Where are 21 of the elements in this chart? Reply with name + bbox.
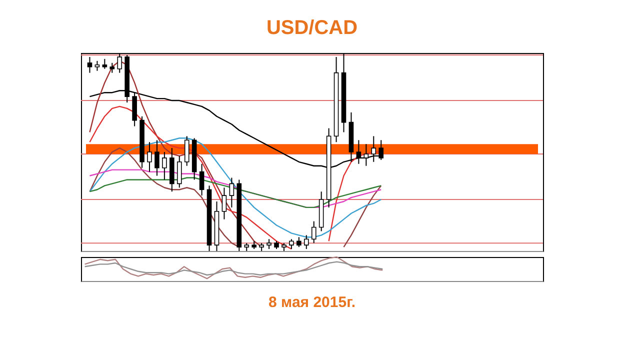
candlestick bbox=[266, 238, 272, 250]
chart-title: USD/CAD bbox=[266, 17, 358, 39]
candlestick bbox=[176, 155, 182, 188]
candlestick bbox=[222, 187, 227, 220]
candlestick bbox=[371, 136, 376, 162]
candlestick bbox=[110, 62, 115, 74]
text: 8 мая 2015г. bbox=[268, 294, 356, 311]
candlestick bbox=[311, 220, 316, 244]
candlestick bbox=[304, 234, 309, 250]
candlestick bbox=[154, 140, 160, 176]
candlestick bbox=[102, 58, 108, 70]
candlestick bbox=[94, 60, 100, 72]
candlestick bbox=[356, 140, 362, 164]
candlestick bbox=[296, 236, 302, 248]
candlestick bbox=[289, 238, 294, 250]
candlestick bbox=[162, 152, 167, 180]
candlestick bbox=[147, 142, 152, 172]
candlestick bbox=[184, 136, 190, 166]
candlestick bbox=[229, 177, 234, 208]
candlestick bbox=[199, 163, 204, 196]
candlestick bbox=[87, 56, 92, 74]
